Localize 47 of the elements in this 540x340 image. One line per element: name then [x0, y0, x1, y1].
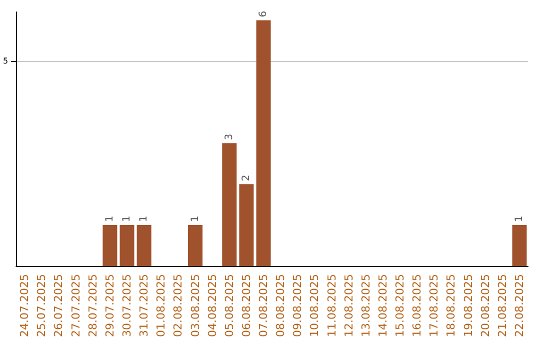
x-tick-label: 02.08.2025 — [172, 274, 185, 338]
bar — [120, 225, 134, 266]
x-tick-label: 07.08.2025 — [257, 274, 270, 338]
bar — [239, 184, 254, 266]
x-tick-label: 30.07.2025 — [120, 274, 134, 338]
x-tick-label: 17.08.2025 — [428, 274, 441, 338]
x-tick-label: 16.08.2025 — [410, 274, 424, 338]
bar — [512, 225, 527, 266]
x-tick-label: 26.07.2025 — [52, 274, 66, 338]
x-tick-label: 14.08.2025 — [376, 274, 390, 338]
x-tick-label: 21.08.2025 — [496, 274, 509, 338]
x-tick-label: 09.08.2025 — [291, 274, 304, 338]
bar — [136, 225, 152, 266]
x-tick-label: 15.08.2025 — [394, 274, 407, 338]
x-tick-label: 05.08.2025 — [222, 274, 236, 338]
x-tick-label: 06.08.2025 — [240, 274, 253, 338]
x-tick-label: 27.07.2025 — [69, 274, 82, 338]
data-label: 1 — [122, 216, 133, 222]
x-tick-label: 13.08.2025 — [359, 274, 372, 338]
x-tick-label: 01.08.2025 — [154, 274, 168, 338]
x-tick-label: 08.08.2025 — [274, 274, 288, 338]
data-label: 1 — [514, 216, 525, 222]
x-tick-label: 25.07.2025 — [35, 274, 48, 338]
x-tick-label: 10.08.2025 — [308, 274, 322, 338]
x-tick-label: 20.08.2025 — [478, 274, 492, 338]
x-tick-label: 18.08.2025 — [444, 274, 458, 338]
x-tick-label: 28.07.2025 — [86, 274, 100, 338]
x-tick-label: 24.07.2025 — [18, 274, 32, 338]
data-label: 1 — [190, 216, 201, 222]
bar — [102, 225, 118, 266]
data-label: 1 — [138, 216, 150, 222]
data-label: 6 — [258, 10, 270, 18]
x-tick-label: 19.08.2025 — [462, 274, 475, 338]
bar — [222, 143, 237, 266]
x-tick-label: 03.08.2025 — [188, 274, 202, 338]
x-tick-label: 04.08.2025 — [206, 274, 219, 338]
bar — [188, 225, 203, 266]
x-tick-label: 12.08.2025 — [342, 274, 356, 338]
x-tick-label: 11.08.2025 — [325, 274, 338, 338]
y-tick-label: 5 — [2, 56, 8, 66]
data-label: 2 — [240, 174, 252, 182]
data-label: 1 — [104, 216, 116, 222]
x-tick-label: 31.07.2025 — [138, 274, 151, 338]
x-tick-label: 29.07.2025 — [103, 274, 116, 338]
x-tick-label: 22.08.2025 — [512, 274, 526, 338]
bar — [256, 20, 271, 266]
data-label: 3 — [224, 134, 235, 140]
